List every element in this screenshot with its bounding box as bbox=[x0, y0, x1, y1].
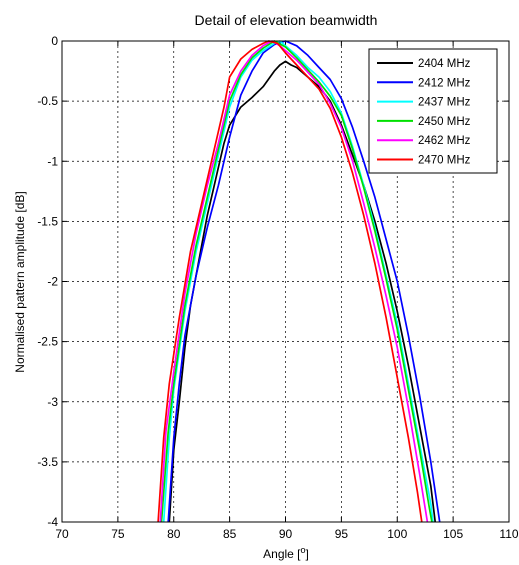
legend-label: 2437 MHz bbox=[418, 97, 471, 109]
legend-label: 2462 MHz bbox=[418, 135, 471, 147]
series-line-2412-mhz bbox=[167, 40, 441, 523]
legend: 2404 MHz 2412 MHz 2437 MHz 2450 MHz 2462 MHz… bbox=[368, 48, 498, 174]
x-tick-label: 90 bbox=[279, 527, 293, 541]
x-axis-label: Angle [o] bbox=[263, 545, 309, 561]
x-tick-label: 110 bbox=[499, 527, 518, 541]
legend-label: 2450 MHz bbox=[418, 116, 471, 128]
x-tick-label: 80 bbox=[167, 527, 181, 541]
y-tick-label: -3 bbox=[47, 395, 58, 409]
x-tick-label: 105 bbox=[443, 527, 463, 541]
legend-box bbox=[368, 48, 498, 174]
y-tick-label: -0.5 bbox=[37, 94, 58, 108]
legend-label: 2412 MHz bbox=[418, 77, 471, 89]
plot-frame bbox=[61, 40, 510, 523]
chart-title: Detail of elevation beamwidth bbox=[195, 12, 378, 28]
x-tick-label: 75 bbox=[111, 527, 125, 541]
legend-label: 2404 MHz bbox=[418, 58, 471, 70]
y-tick-label: -4 bbox=[47, 515, 58, 529]
y-axis-label: Normalised pattern amplitude [dB] bbox=[13, 191, 27, 372]
series-line-2462-mhz bbox=[159, 40, 429, 523]
y-tick-label: -1 bbox=[47, 154, 58, 168]
y-tick-label: -2 bbox=[47, 275, 58, 289]
y-tick-label: -2.5 bbox=[37, 335, 58, 349]
series-line-2437-mhz bbox=[162, 40, 434, 523]
x-tick-label: 70 bbox=[55, 527, 69, 541]
series-lines bbox=[157, 40, 441, 523]
x-tick-label: 85 bbox=[223, 527, 237, 541]
series-line-2470-mhz bbox=[157, 40, 423, 523]
x-tick-label: 95 bbox=[335, 527, 349, 541]
y-axis-ticks: 0 -0.5 -1 -1.5 -2 -2.5 -3 -3.5 -4 bbox=[37, 34, 509, 529]
x-tick-label: 100 bbox=[387, 527, 407, 541]
y-tick-label: 0 bbox=[51, 34, 58, 48]
y-tick-label: -3.5 bbox=[37, 455, 58, 469]
y-tick-label: -1.5 bbox=[37, 214, 58, 228]
series-line-2450-mhz bbox=[160, 40, 433, 523]
legend-label: 2470 MHz bbox=[418, 155, 471, 167]
